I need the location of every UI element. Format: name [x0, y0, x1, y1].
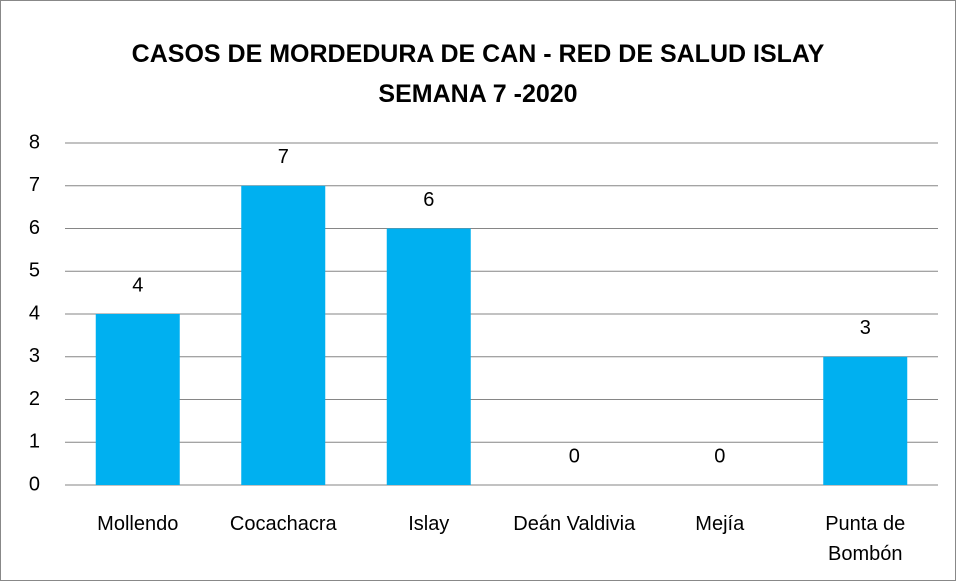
chart-title: SEMANA 7 -2020: [378, 80, 578, 108]
x-tick-label: Mejía: [695, 513, 745, 535]
y-tick-label: 1: [29, 431, 40, 453]
y-tick-label: 8: [29, 131, 40, 153]
y-tick-label: 6: [29, 217, 40, 239]
x-tick-label: Deán Valdivia: [513, 513, 636, 535]
x-tick-label: Cocachacra: [229, 513, 337, 535]
y-tick-label: 5: [29, 260, 40, 282]
bar: [386, 228, 471, 485]
y-tick-label: 7: [29, 174, 40, 196]
y-tick-label: 3: [29, 345, 40, 367]
y-tick-label: 0: [29, 473, 40, 495]
bar: [95, 314, 180, 485]
data-label: 7: [278, 146, 289, 168]
data-label: 0: [569, 445, 580, 467]
bar: [241, 185, 326, 485]
data-label: 6: [423, 189, 434, 211]
y-tick-label: 4: [29, 302, 40, 324]
bar: [823, 356, 908, 485]
x-tick-label: Mollendo: [97, 513, 179, 535]
chart-title: CASOS DE MORDEDURA DE CAN - RED DE SALUD…: [131, 40, 825, 68]
data-label: 3: [860, 317, 871, 339]
data-label: 0: [714, 445, 725, 467]
y-tick-label: 2: [29, 388, 40, 410]
data-label: 4: [132, 274, 143, 296]
x-tick-label: Punta de Bombón: [825, 513, 906, 565]
x-tick-label: Islay: [408, 513, 450, 535]
